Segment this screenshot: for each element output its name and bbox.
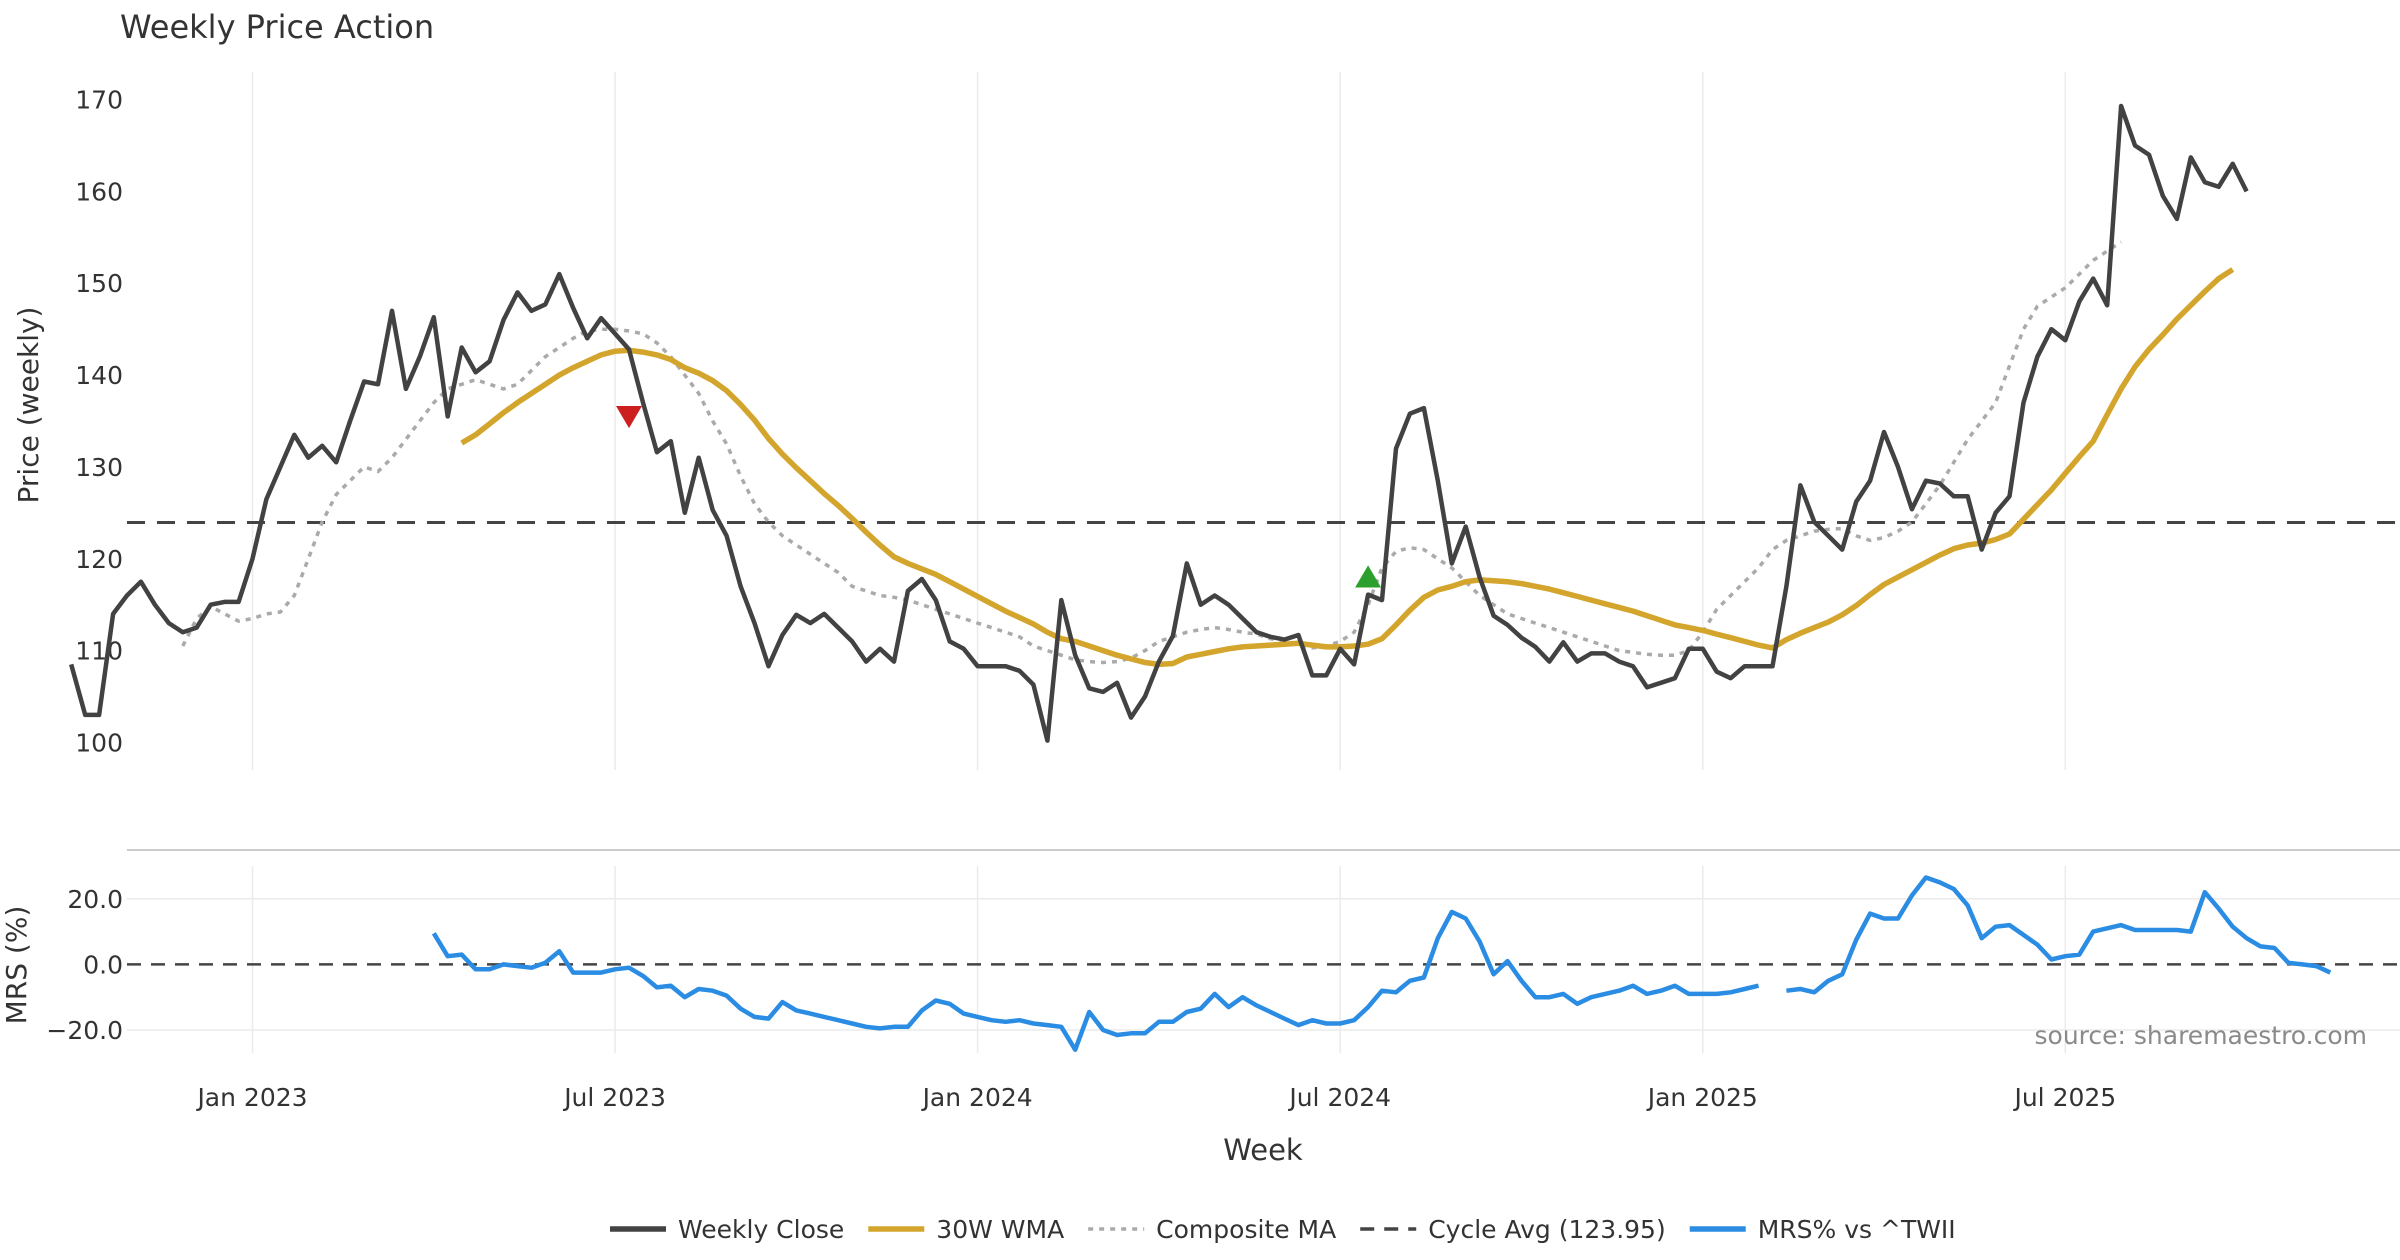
price-y-tick-label: 130 xyxy=(75,453,123,482)
x-tick-label: Jul 2025 xyxy=(2012,1083,2116,1112)
x-tick-label: Jan 2024 xyxy=(921,1083,1033,1112)
legend-label: Cycle Avg (123.95) xyxy=(1428,1215,1666,1244)
x-axis-label: Week xyxy=(1223,1133,1303,1167)
chart-title: Weekly Price Action xyxy=(120,8,434,46)
source-note: source: sharemaestro.com xyxy=(2035,1021,2368,1050)
price-y-axis-label: Price (weekly) xyxy=(12,307,45,504)
mrs-y-tick-label: −20.0 xyxy=(46,1016,123,1045)
x-axis-ticks: Jan 2023 Jul 2023 Jan 2024 Jul 2024 Jan 2025… xyxy=(195,1083,2116,1112)
mrs-line xyxy=(431,875,2332,1052)
x-tick-label: Jan 2023 xyxy=(195,1083,307,1112)
legend-label: 30W WMA xyxy=(936,1215,1064,1244)
price-gridlines xyxy=(251,72,2067,770)
x-tick-label: Jul 2024 xyxy=(1287,1083,1391,1112)
price-y-tick-label: 120 xyxy=(75,545,123,574)
mrs-y-tick-label: 20.0 xyxy=(67,885,123,914)
x-tick-label: Jul 2023 xyxy=(562,1083,666,1112)
mrs-y-ticks: 20.0 0.0 −20.0 xyxy=(46,885,123,1045)
price-y-tick-label: 160 xyxy=(75,177,123,206)
price-y-tick-label: 170 xyxy=(75,86,123,115)
sell-signal-marker xyxy=(616,406,643,429)
legend: Weekly Close 30W WMA Composite MA Cycle Avg… xyxy=(610,1215,1956,1244)
legend-label: MRS% vs ^TWII xyxy=(1758,1215,1956,1244)
legend-label: Composite MA xyxy=(1156,1215,1336,1244)
price-y-tick-label: 140 xyxy=(75,361,123,390)
mrs-y-tick-label: 0.0 xyxy=(83,950,123,979)
wma30-line xyxy=(460,267,2235,668)
price-y-tick-label: 110 xyxy=(75,637,123,666)
price-y-tick-label: 150 xyxy=(75,269,123,298)
legend-label: Weekly Close xyxy=(678,1215,844,1244)
x-tick-label: Jan 2025 xyxy=(1646,1083,1758,1112)
signal-markers xyxy=(616,406,1382,588)
composite-ma-line xyxy=(181,240,2123,665)
mrs-series-group xyxy=(431,875,2332,1052)
price-series-group xyxy=(69,103,2249,743)
weekly-close-line xyxy=(69,103,2249,743)
price-y-tick-label: 100 xyxy=(75,728,123,757)
price-y-ticks: 100 110 120 130 140 150 160 170 xyxy=(75,86,123,758)
mrs-y-axis-label: MRS (%) xyxy=(0,906,33,1025)
buy-signal-marker xyxy=(1355,565,1382,588)
